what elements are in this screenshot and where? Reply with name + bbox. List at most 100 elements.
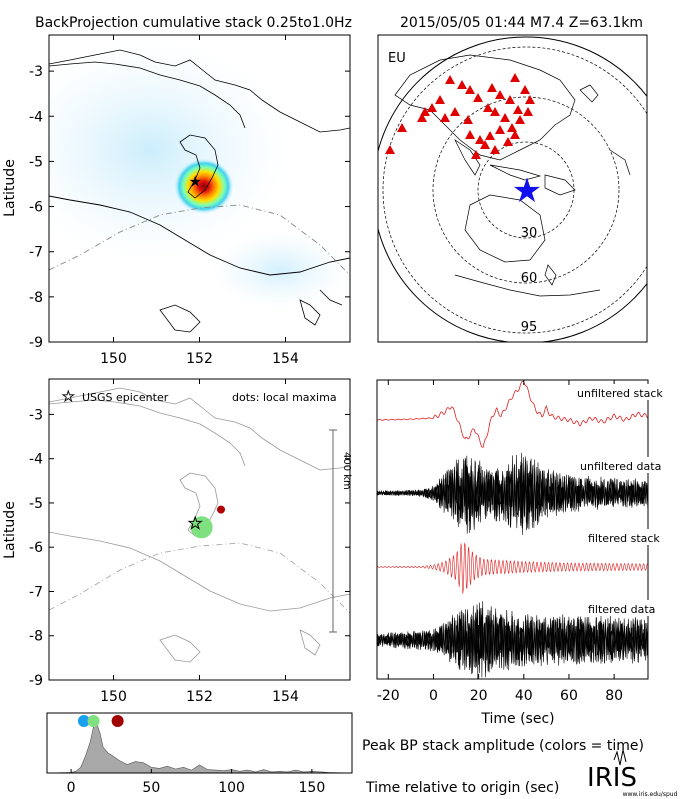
traces-xtick-label: 20 (470, 688, 488, 704)
map-bottom-ytick-label: -8 (29, 629, 43, 645)
station-triangle-icon (445, 75, 455, 84)
label-bg (578, 384, 670, 400)
station-triangle-icon (510, 73, 520, 82)
peak-time-marker (87, 715, 100, 727)
coastlines (49, 49, 350, 333)
station-triangle-icon (450, 107, 460, 116)
heatmap-haze (49, 40, 290, 260)
station-triangle-icon (465, 130, 475, 139)
seismic-stations (385, 73, 535, 159)
station-triangle-icon (420, 107, 430, 116)
coastlines-gray (49, 387, 350, 663)
local-maximum-dot (190, 516, 213, 539)
right-title: 2015/05/05 01:44 M7.4 Z=63.1km (400, 15, 643, 31)
peak-time-marker (111, 715, 124, 727)
distance-scale-bar: 400 km (329, 429, 352, 633)
iris-logo: IRIS www.iris.edu/spud (587, 749, 678, 798)
station-triangle-icon (473, 93, 483, 102)
logo-url: www.iris.edu/spud (623, 791, 678, 798)
map-top-xtick-label: 150 (100, 351, 127, 367)
traces-xtick-label: -20 (377, 688, 400, 704)
map-bottom-axes: 150 152 154 -3 -4 -5 -6 -7 -8 -9 (29, 379, 350, 705)
station-triangle-icon (500, 113, 510, 122)
trace-filtered-data (377, 601, 648, 678)
peak-time-marker (77, 715, 90, 727)
station-triangle-icon (495, 90, 505, 99)
local-maximum-dot (217, 505, 225, 514)
ring-label-30: 30 (521, 226, 538, 241)
map-top-ytick-label: -7 (29, 245, 43, 261)
epicenter-star-icon: ★ (188, 173, 201, 191)
station-triangle-icon (471, 150, 481, 159)
peak-title: Peak BP stack amplitude (colors = time) (362, 738, 644, 754)
station-triangle-icon (465, 85, 475, 94)
map-bottom-ylabel: Latitude (2, 501, 18, 559)
station-triangle-icon (463, 115, 473, 124)
peak-xtick-label: 100 (218, 780, 245, 796)
traces-xtick-label: 80 (605, 688, 623, 704)
station-triangle-icon (505, 95, 515, 104)
map-bottom-ytick-label: -5 (29, 496, 43, 512)
peak-panel: 0 50 100 150 Peak BP stack amplitude (color… (46, 712, 644, 796)
distance-ring-60 (432, 96, 620, 284)
map-top-ytick-label: -8 (29, 290, 43, 306)
station-triangle-icon (457, 80, 467, 89)
station-triangle-icon (490, 107, 500, 116)
station-triangle-icon (483, 103, 493, 112)
peak-xtick-label: 50 (142, 780, 160, 796)
map-bottom-panel: ★ 150 152 154 -3 -4 -5 -6 -7 -8 -9 Latitude ★ USG… (2, 378, 352, 705)
ring-label-60: 60 (521, 271, 538, 286)
globe-frame (377, 34, 648, 343)
map-bottom-xtick-label: 152 (186, 689, 213, 705)
map-bottom-ytick-label: -6 (29, 540, 43, 556)
trace-label-unfiltered-data: unfiltered data (580, 460, 661, 473)
station-triangle-icon (475, 135, 485, 144)
globe-epicenter-star-icon: ★ (512, 171, 542, 211)
map-bottom-ytick-label: -3 (29, 407, 43, 423)
heatmap-peak (173, 158, 234, 215)
label-bg (588, 529, 660, 545)
map-top-panel: ★ 150 152 154 -3 -4 -5 -6 -7 -8 -9 Latitude (2, 34, 351, 367)
peak-time-markers (77, 715, 124, 727)
traces-xtick-label: 0 (429, 688, 438, 704)
station-triangle-icon (435, 95, 445, 104)
station-triangle-icon (397, 123, 407, 132)
left-title: BackProjection cumulative stack 0.25to1.… (35, 15, 352, 31)
station-triangle-icon (520, 85, 530, 94)
map-bottom-ytick-label: -4 (29, 452, 43, 468)
traces-xlabel: Time (sec) (480, 711, 554, 727)
local-maxima-dots (190, 505, 225, 539)
map-top-ytick-label: -3 (29, 64, 43, 80)
peak-xtick-label: 150 (299, 780, 326, 796)
globe-region-label: EU (388, 51, 406, 66)
station-triangle-icon (513, 105, 523, 114)
map-top-xtick-label: 154 (272, 351, 299, 367)
peak-xlabel: Time relative to origin (sec) (365, 780, 559, 796)
map-bottom-xtick-label: 154 (272, 689, 299, 705)
station-triangle-icon (507, 123, 517, 132)
map-top-ytick-label: -9 (29, 335, 43, 351)
trace-unfiltered-stack (377, 381, 648, 448)
label-bg (580, 457, 666, 473)
trace-filtered-stack (377, 542, 648, 594)
traces-axes: -20 0 20 40 60 80 (377, 380, 623, 704)
station-triangle-icon (487, 83, 497, 92)
peak-frame (46, 712, 353, 774)
station-triangle-icon (417, 113, 427, 122)
trace-label-unfiltered-stack: unfiltered stack (577, 387, 663, 400)
trace-label-filtered-stack: filtered stack (588, 532, 660, 545)
station-triangle-icon (515, 115, 525, 124)
map-top-ytick-label: -4 (29, 109, 43, 125)
map-top-xtick-label: 152 (186, 351, 213, 367)
station-triangle-icon (510, 130, 520, 139)
station-triangle-icon (440, 113, 450, 122)
map-top-ylabel: Latitude (2, 159, 18, 217)
station-triangle-icon (503, 137, 513, 146)
globe-coastlines (394, 54, 631, 297)
station-triangle-icon (495, 125, 505, 134)
map-top-axes: 150 152 154 -3 -4 -5 -6 -7 -8 -9 (29, 35, 350, 367)
station-triangle-icon (525, 95, 535, 104)
trace-unfiltered-data (377, 455, 648, 533)
station-triangle-icon (427, 103, 437, 112)
